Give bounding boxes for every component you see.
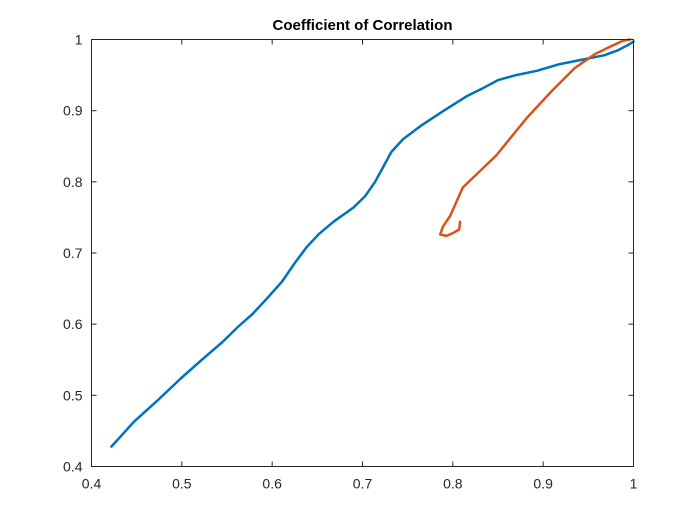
y-tick-label: 0.8 bbox=[63, 174, 83, 190]
y-tick-label: 0.5 bbox=[63, 387, 83, 403]
x-tick-label: 0.8 bbox=[443, 476, 463, 492]
tick-layer: 0.4 0.5 0.6 0.7 0.8 0.9 1 0.4 0.5 0.6 0.7 0.8 0.9 1 bbox=[63, 32, 638, 492]
y-tick-label: 0.7 bbox=[63, 245, 83, 261]
y-tick-label: 0.4 bbox=[63, 459, 83, 475]
x-tick-label: 1 bbox=[630, 476, 638, 492]
x-tick-label: 0.5 bbox=[172, 476, 192, 492]
y-tick-label: 0.9 bbox=[63, 103, 83, 119]
x-tick-label: 0.9 bbox=[533, 476, 553, 492]
y-tick-label: 1 bbox=[75, 32, 83, 48]
plot-area bbox=[91, 39, 634, 467]
chart-title: Coefficient of Correlation bbox=[272, 17, 452, 34]
series-layer bbox=[110, 38, 635, 448]
x-tick-label: 0.7 bbox=[353, 476, 373, 492]
y-tick-label: 0.6 bbox=[63, 316, 83, 332]
x-tick-label: 0.6 bbox=[262, 476, 282, 492]
series-line-1 bbox=[110, 40, 635, 448]
series-line-2 bbox=[438, 38, 632, 238]
x-tick-label: 0.4 bbox=[82, 476, 102, 492]
